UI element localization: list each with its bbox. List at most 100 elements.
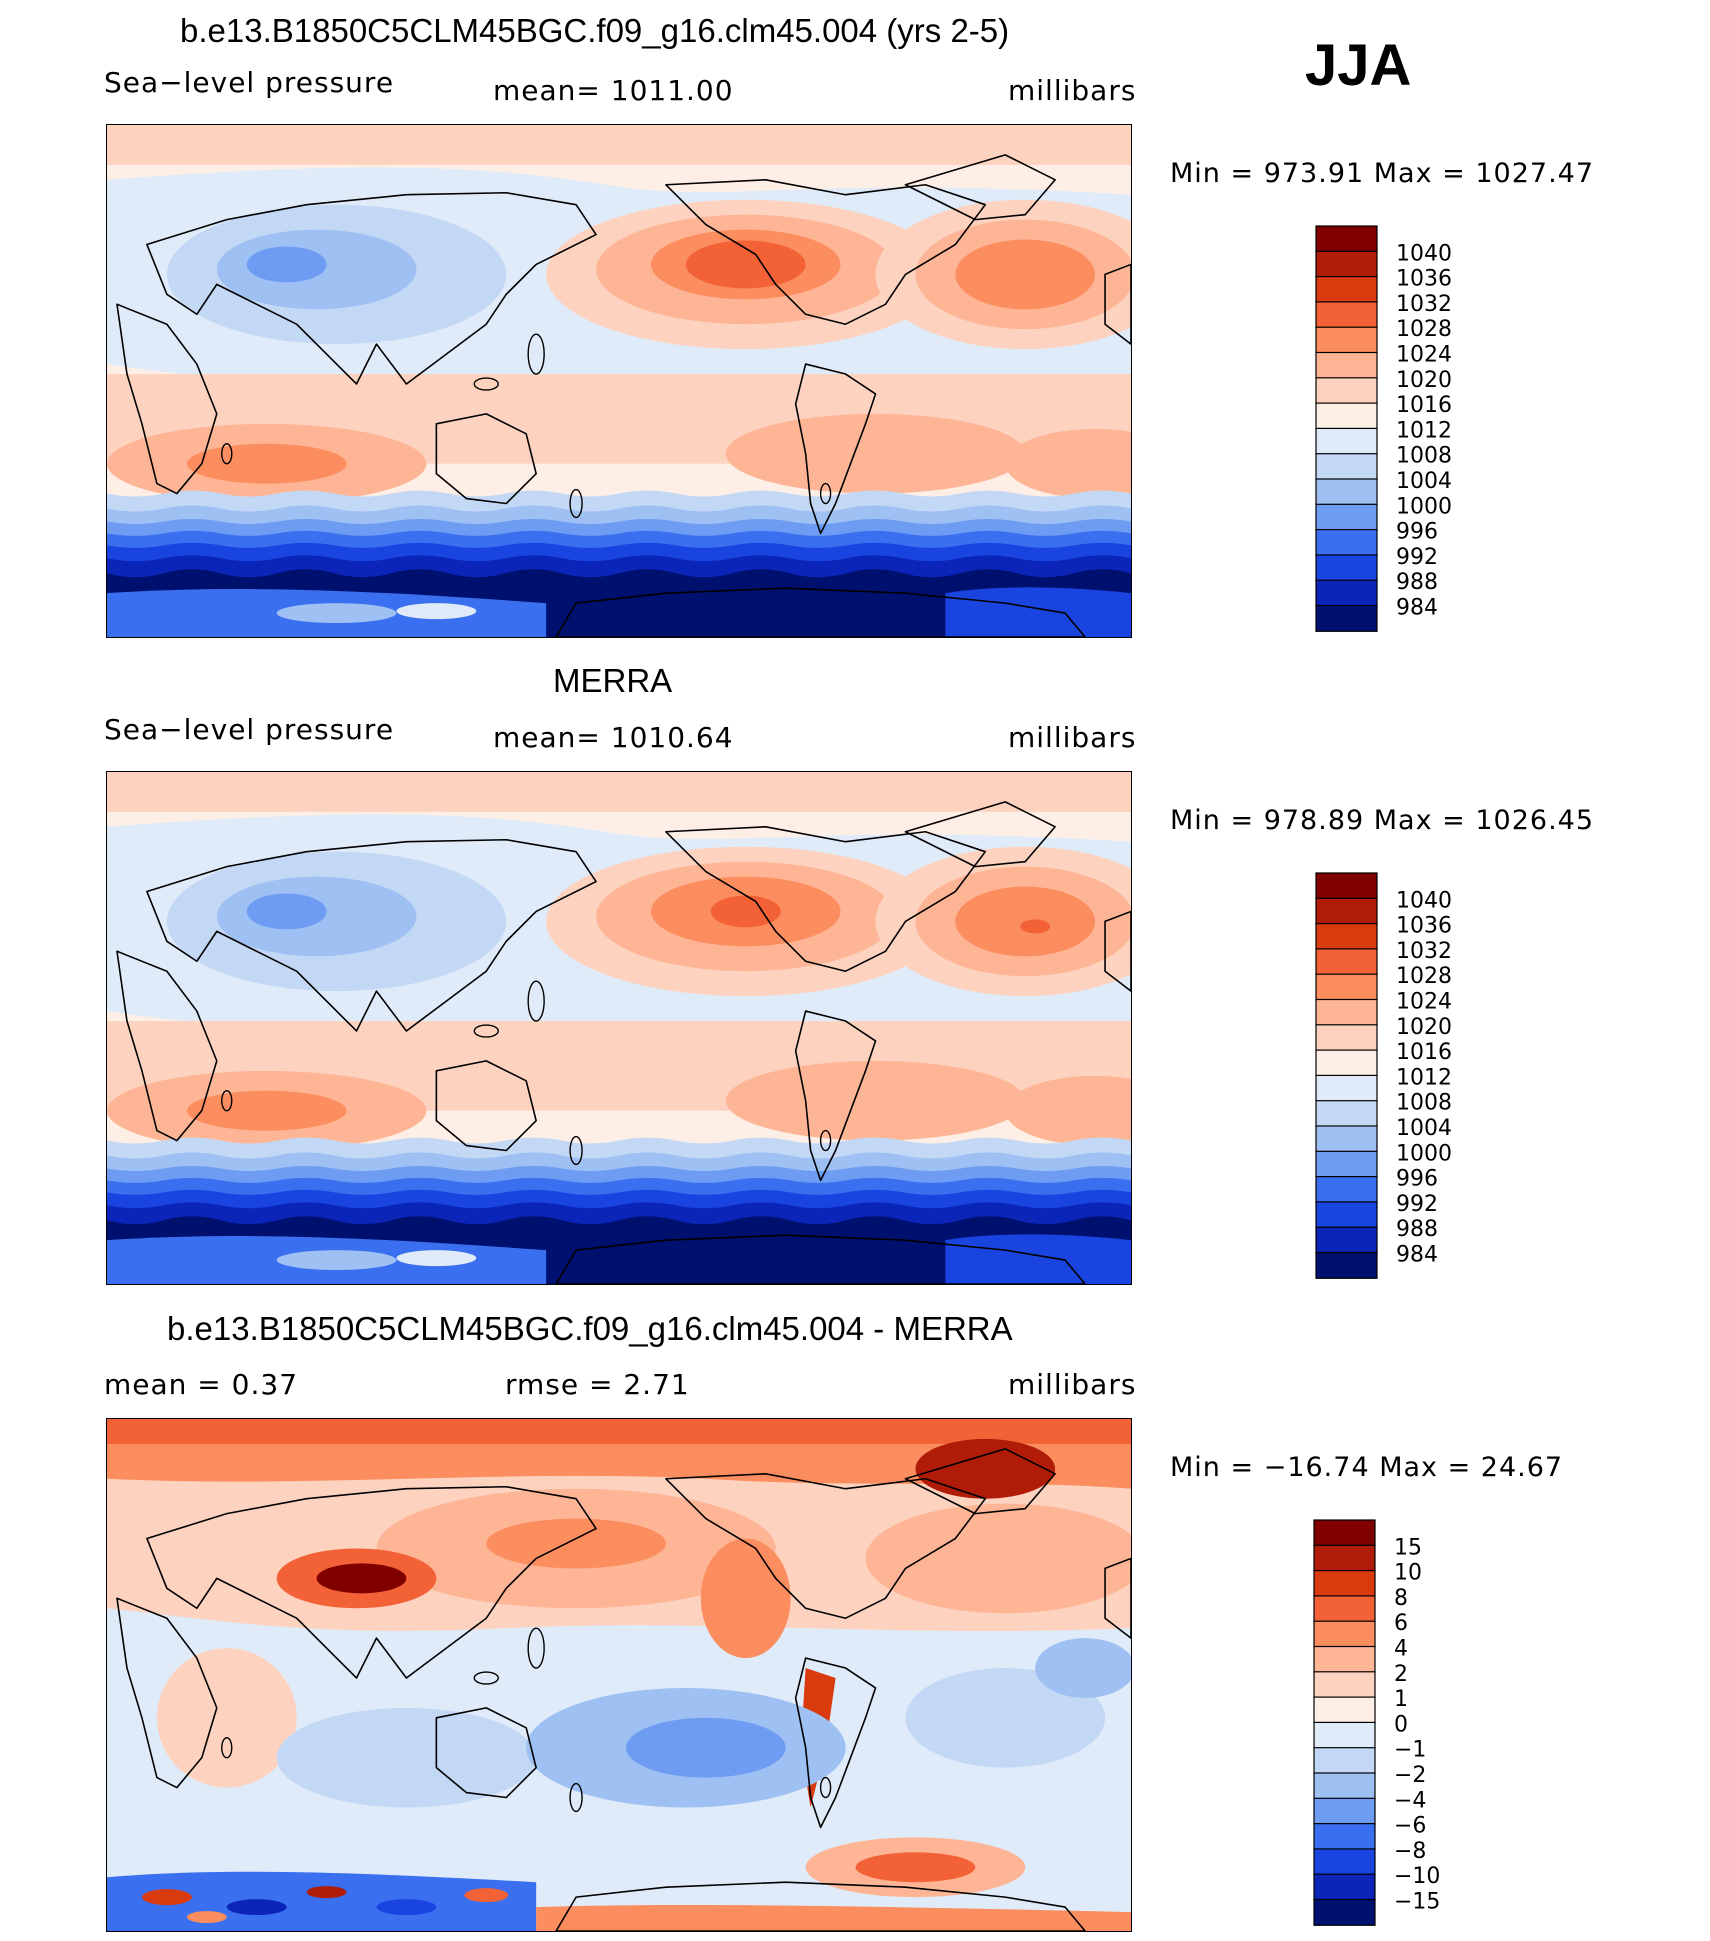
antarctic-anomaly <box>464 1888 509 1903</box>
colorbar-2-tick-label: 988 <box>1396 1217 1438 1242</box>
south-indian-high-core <box>186 443 347 484</box>
colorbar-1-swatch <box>1315 225 1378 253</box>
colorbar-1-tick-label: 1020 <box>1396 368 1452 393</box>
colorbar-1-swatch <box>1315 326 1378 354</box>
colorbar-1-tick-label: 1012 <box>1396 418 1452 443</box>
colorbar-1-swatch <box>1315 503 1378 531</box>
colorbar-3-tick-label: −8 <box>1394 1839 1426 1864</box>
antarctic-region <box>945 587 1131 637</box>
indian-ocean-negative <box>276 1707 537 1808</box>
colorbar-1-tick-label: 1016 <box>1396 393 1452 418</box>
panel3-title: b.e13.B1850C5CLM45BGC.f09_g16.clm45.004 … <box>167 1310 1013 1347</box>
colorbar-2-tick-label: 1016 <box>1396 1040 1452 1065</box>
colorbar-3-tick-label: −15 <box>1394 1890 1440 1915</box>
colorbar-2-swatch <box>1315 897 1378 925</box>
colorbar-3-swatch <box>1313 1595 1376 1623</box>
coastline <box>435 413 537 505</box>
arctic-high-band <box>107 125 1131 165</box>
colorbar-3-swatch <box>1313 1696 1376 1724</box>
colorbar-1-tick-label: 1000 <box>1396 494 1452 519</box>
azores-high-inner <box>955 239 1096 310</box>
island-outline <box>473 1024 499 1038</box>
colorbar-3-swatch <box>1313 1772 1376 1800</box>
season-label: JJA <box>1305 33 1412 98</box>
antarctic-feature <box>276 603 397 624</box>
colorbar-2-tick-label: 1020 <box>1396 1015 1452 1040</box>
colorbar-2-swatch <box>1315 1100 1378 1128</box>
colorbar-3-tick-label: 8 <box>1394 1586 1408 1611</box>
island-outline <box>819 482 832 505</box>
colorbar-2-tick-label: 1024 <box>1396 990 1452 1015</box>
colorbar-2-tick-label: 1008 <box>1396 1091 1452 1116</box>
antarctic-feature <box>396 603 477 620</box>
greenland-positive <box>915 1438 1056 1499</box>
africa-positive <box>156 1648 297 1788</box>
colorbar-3-swatch <box>1313 1797 1376 1825</box>
panel1-units-label: millibars <box>1008 74 1137 107</box>
colorbar-2-tick-label: 992 <box>1396 1192 1438 1217</box>
colorbar-3-swatch <box>1313 1519 1376 1547</box>
colorbar-1-swatch <box>1315 377 1378 405</box>
coastline <box>146 191 597 385</box>
colorbar-2-swatch <box>1315 922 1378 950</box>
colorbar-2-swatch <box>1315 1024 1378 1052</box>
island-outline <box>819 1776 832 1799</box>
colorbar-3-tick-label: 10 <box>1394 1561 1422 1586</box>
colorbar-1-swatch <box>1315 301 1378 329</box>
colorbar-1-tick-label: 1032 <box>1396 292 1452 317</box>
colorbar-2-tick-label: 984 <box>1396 1243 1438 1268</box>
colorbar-2-swatch <box>1315 1201 1378 1229</box>
slp-field <box>107 125 1131 637</box>
colorbar-3-tick-label: 2 <box>1394 1662 1408 1687</box>
north-atlantic-positive <box>865 1503 1131 1614</box>
arctic-positive-core <box>107 1419 1131 1444</box>
coastline <box>435 1707 537 1799</box>
colorbar-3-swatch <box>1313 1747 1376 1775</box>
colorbar-1-tick-label: 992 <box>1396 545 1438 570</box>
coastlines <box>116 801 1131 1284</box>
south-pacific-negative-core <box>625 1717 786 1778</box>
colorbar-2-swatch <box>1315 872 1378 900</box>
panel2-variable-label: Sea−level pressure <box>104 713 395 746</box>
coastline <box>794 1010 877 1182</box>
north-pacific-high-core <box>710 895 781 928</box>
colorbar-2-tick-label: 1028 <box>1396 964 1452 989</box>
colorbar-3-swatch <box>1313 1620 1376 1648</box>
antarctic-positive-region <box>536 1905 1131 1931</box>
antarctic-anomaly <box>376 1899 437 1916</box>
island-outline <box>527 1627 545 1669</box>
colorbar-2-tick-label: 1004 <box>1396 1116 1452 1141</box>
colorbar-2-tick-label: 1040 <box>1396 888 1452 913</box>
south-atlantic-high <box>1005 428 1131 499</box>
colorbar-1-tick-label: 1008 <box>1396 444 1452 469</box>
colorbar-1-tick-label: 1036 <box>1396 267 1452 292</box>
coastline <box>1104 1557 1131 1639</box>
panel1-map <box>106 124 1132 638</box>
coastline <box>904 1448 1056 1515</box>
panel1-variable-label: Sea−level pressure <box>104 66 395 99</box>
north-pacific-high-core <box>685 240 806 289</box>
colorbar-3-tick-label: −6 <box>1394 1814 1426 1839</box>
colorbar-2-swatch <box>1315 973 1378 1001</box>
colorbar-1-swatch <box>1315 351 1378 379</box>
coastline <box>555 1881 1086 1931</box>
antarctic-feature <box>276 1250 397 1271</box>
coastline <box>146 838 597 1032</box>
antarctic-anomaly <box>141 1889 192 1906</box>
antarctic-anomaly <box>226 1899 287 1916</box>
island-outline <box>527 333 545 375</box>
colorbar-2-swatch <box>1315 1175 1378 1203</box>
colorbar-3-tick-label: 0 <box>1394 1712 1408 1737</box>
colorbar-1-tick-label: 988 <box>1396 570 1438 595</box>
panel2-title: MERRA <box>553 662 673 699</box>
south-pacific-high <box>725 413 1026 494</box>
south-atlantic-positive-core <box>855 1852 976 1883</box>
colorbar-1-tick-label: 1028 <box>1396 317 1452 342</box>
panel2-minmax: Min = 978.89 Max = 1026.45 <box>1170 805 1595 836</box>
island-outline <box>221 1090 233 1112</box>
colorbar-3-tick-label: −2 <box>1394 1763 1426 1788</box>
island-outline <box>819 1129 832 1152</box>
colorbar-3-tick-label: −10 <box>1394 1864 1440 1889</box>
colorbar-2-tick-label: 996 <box>1396 1167 1438 1192</box>
island-outline <box>473 377 499 391</box>
